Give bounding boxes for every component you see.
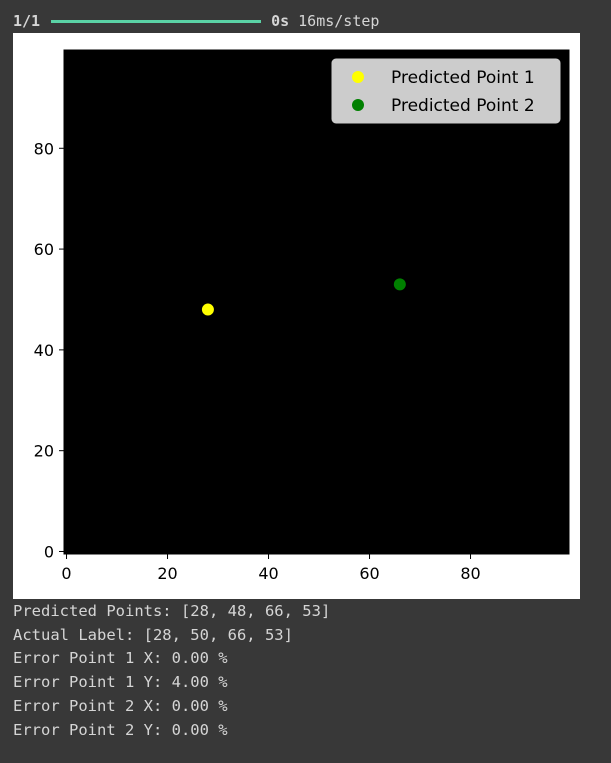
y-axis: 0 20 40 60 80 [34, 139, 64, 561]
x-tick-label: 60 [359, 564, 379, 583]
plot-figure: 0 20 40 60 80 0 20 40 60 80 Predicted Point 1 Pre… [13, 33, 580, 599]
progress-bar-fill [51, 19, 262, 23]
legend-box [331, 58, 561, 124]
x-tick-label: 20 [157, 564, 177, 583]
progress-elapsed-time: 0s [271, 12, 290, 30]
output-line-predicted-points: Predicted Points: [28, 48, 66, 53] [13, 602, 331, 620]
predicted-point-1 [201, 303, 214, 316]
x-tick-label: 0 [61, 564, 71, 583]
legend-marker-1 [352, 71, 364, 83]
output-line-actual-label: Actual Label: [28, 50, 66, 53] [13, 625, 293, 644]
y-tick-label: 60 [34, 240, 54, 259]
legend-marker-2 [352, 99, 364, 111]
legend: Predicted Point 1 Predicted Point 2 [331, 58, 561, 124]
output-line-error-point1-y: Error Point 1 Y: 4.00 % [13, 673, 228, 692]
progress-step-count: 1/1 [13, 12, 41, 30]
y-tick-label: 0 [44, 542, 54, 561]
y-tick-label: 80 [34, 139, 54, 158]
prediction-point-layer [201, 278, 406, 316]
predicted-point-2 [393, 278, 406, 291]
y-tick-label: 40 [34, 341, 54, 360]
output-line-error-point2-x: Error Point 2 X: 0.00 % [13, 696, 228, 715]
image-background [64, 50, 569, 554]
legend-label-2: Predicted Point 2 [391, 96, 535, 116]
x-axis: 0 20 40 60 80 [61, 554, 481, 583]
progress-step-rate: 16ms/step [298, 12, 380, 30]
training-progress: 1/1 0s 16ms/step [13, 8, 379, 34]
progress-bar [51, 19, 262, 23]
x-tick-label: 40 [258, 564, 278, 583]
output-line-error-point1-x: Error Point 1 X: 0.00 % [13, 649, 228, 668]
axes-frame [63, 49, 570, 555]
output-line-error-point2-y: Error Point 2 Y: 0.00 % [13, 720, 228, 739]
y-tick-label: 20 [34, 442, 54, 461]
console-output: Predicted Points: [28, 48, 66, 53] Actua… [13, 600, 330, 742]
legend-label-1: Predicted Point 1 [391, 68, 535, 88]
x-tick-label: 80 [460, 564, 480, 583]
